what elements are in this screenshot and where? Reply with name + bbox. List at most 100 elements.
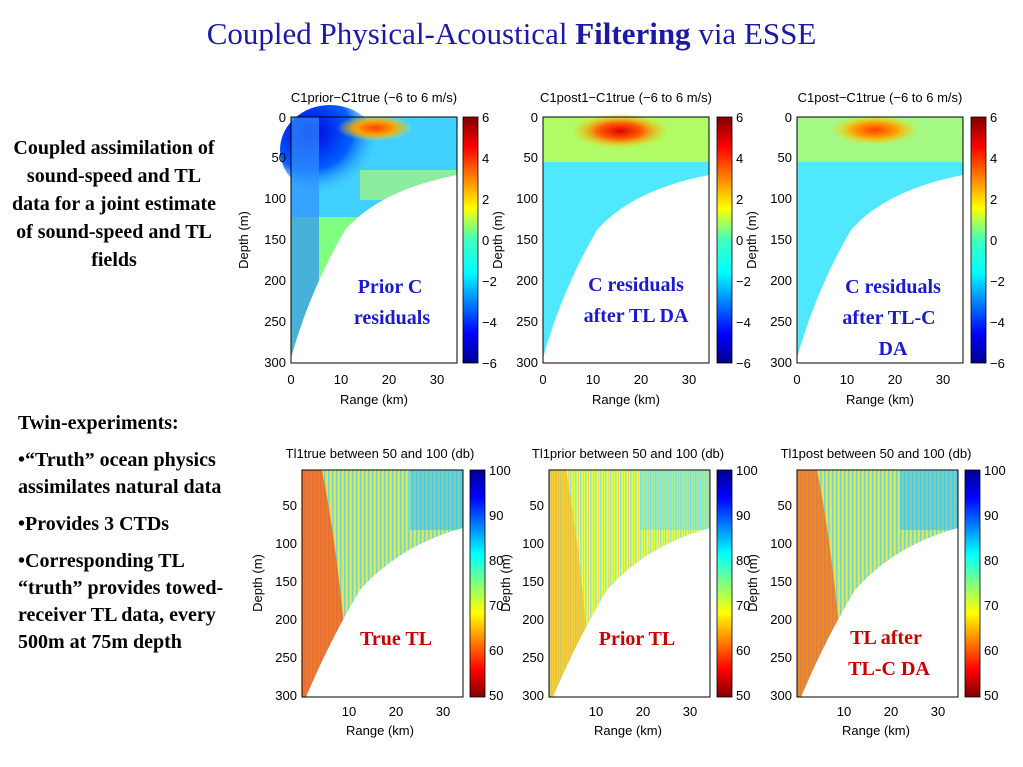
panel-1-plot-area bbox=[280, 105, 458, 364]
panel-4-frame bbox=[301, 469, 464, 698]
panel-2-cbtick: 4 bbox=[736, 151, 743, 166]
panel-3-ytick: 50 bbox=[778, 150, 792, 165]
panel-5-xticks: 10 20 30 bbox=[589, 704, 697, 719]
page-title: Coupled Physical-Acoustical Filtering vi… bbox=[0, 16, 1023, 52]
panel-4-yticks: 50 100 150 200 250 300 bbox=[275, 498, 297, 703]
panel-2-xtick: 20 bbox=[634, 372, 648, 387]
panel-5-colorbar bbox=[716, 469, 733, 698]
panel-1-xtick: 10 bbox=[334, 372, 348, 387]
panel-4-colorbar-ticks: 100 90 80 70 60 50 bbox=[489, 463, 511, 703]
panel-4-ytick: 250 bbox=[275, 650, 297, 665]
panel-5-ytick: 250 bbox=[522, 650, 544, 665]
panel-2-xtick: 10 bbox=[586, 372, 600, 387]
panel-5-ytick: 150 bbox=[522, 574, 544, 589]
panel-6-ytick: 200 bbox=[770, 612, 792, 627]
panel-5-xtick: 30 bbox=[683, 704, 697, 719]
panel-6-xticks: 10 20 30 bbox=[837, 704, 945, 719]
panel-5-ylabel: Depth (m) bbox=[745, 554, 760, 612]
panel-6-cbtick: 60 bbox=[984, 643, 998, 658]
panel-1-ytick: 50 bbox=[272, 150, 286, 165]
panel-3-xtick: 30 bbox=[936, 372, 950, 387]
panel-4-xtick: 30 bbox=[436, 704, 450, 719]
title-prefix: Coupled Physical-Acoustical bbox=[206, 16, 576, 51]
panel-true-tl: Tl1true between 50 and 100 (db) Depth (m… bbox=[250, 446, 513, 738]
panel-2-ytick: 200 bbox=[516, 273, 538, 288]
panel-3-cbtick: −2 bbox=[990, 274, 1005, 289]
panel-5-annotation: Prior TL bbox=[599, 628, 675, 650]
panel-2-annotation: C residuals after TL DA bbox=[584, 274, 689, 327]
panel-6-colorbar-ticks: 100 90 80 70 60 50 bbox=[984, 463, 1006, 703]
twin-heading: Twin-experiments: bbox=[18, 412, 179, 434]
panel-3-cbtick: 6 bbox=[990, 110, 997, 125]
panel-4-bathymetry-mask bbox=[302, 528, 463, 697]
panel-2-cbtick: −4 bbox=[736, 315, 751, 330]
panel-3-xticks: 0 10 20 30 bbox=[793, 372, 950, 387]
panel-2-xtick: 30 bbox=[682, 372, 696, 387]
panel-1-ytick: 100 bbox=[264, 191, 286, 206]
panel-3-ylabel: Depth (m) bbox=[744, 211, 759, 269]
panel-2-frame bbox=[542, 116, 710, 364]
panel-4-colorbar bbox=[469, 469, 486, 698]
panel-6-plot-area bbox=[796, 469, 959, 698]
panel-3-annotation: C residuals after TL-C DA bbox=[842, 276, 941, 360]
panel-3-ytick: 200 bbox=[770, 273, 792, 288]
panel-2-ytick: 250 bbox=[516, 314, 538, 329]
panel-c-residuals-after-tl-da: C1post1−C1true (−6 to 6 m/s) Depth (m) R… bbox=[490, 90, 751, 407]
left-description: Coupled assimilation of sound-speed and … bbox=[11, 137, 217, 271]
panel-4-xlabel: Range (km) bbox=[346, 723, 414, 738]
panel-1-ylabel: Depth (m) bbox=[236, 211, 251, 269]
panel-2-ylabel: Depth (m) bbox=[490, 211, 505, 269]
panel-5-far-field bbox=[640, 470, 710, 530]
panel-2-title: C1post1−C1true (−6 to 6 m/s) bbox=[540, 90, 712, 105]
panel-4-title: Tl1true between 50 and 100 (db) bbox=[286, 446, 475, 461]
panel-4-far-field bbox=[410, 470, 463, 530]
panel-6-bathymetry-mask bbox=[797, 528, 958, 697]
panel-3-bathymetry-mask bbox=[797, 175, 963, 363]
panel-6-cbtick: 70 bbox=[984, 598, 998, 613]
panel-3-cbtick: 2 bbox=[990, 192, 997, 207]
panel-2-ytick: 100 bbox=[516, 191, 538, 206]
panel-6-yticks: 50 100 150 200 250 300 bbox=[770, 498, 792, 703]
panel-3-xtick: 0 bbox=[793, 372, 800, 387]
panel-6-cbtick: 100 bbox=[984, 463, 1006, 478]
panel-5-plot-area bbox=[548, 469, 711, 698]
panel-3-xtick: 10 bbox=[840, 372, 854, 387]
twin-bullet-2: •Provides 3 CTDs bbox=[18, 513, 170, 535]
panel-4-xtick: 20 bbox=[389, 704, 403, 719]
panel-2-ytick: 150 bbox=[516, 232, 538, 247]
panel-1-title: C1prior−C1true (−6 to 6 m/s) bbox=[291, 90, 457, 105]
panel-2-cbtick: 6 bbox=[736, 110, 743, 125]
panel-6-cbtick: 90 bbox=[984, 508, 998, 523]
panel-1-ytick: 0 bbox=[279, 110, 286, 125]
panel-2-colorbar bbox=[716, 116, 733, 364]
panel-c-residuals-after-tl-c-da: C1post−C1true (−6 to 6 m/s) Depth (m) Ra… bbox=[744, 90, 1005, 407]
panel-1-xtick: 20 bbox=[382, 372, 396, 387]
panel-prior-c-residuals: C1prior−C1true (−6 to 6 m/s) Depth (m) R… bbox=[236, 90, 497, 407]
panel-2-colorbar-ticks: 6 4 2 0 −2 −4 −6 bbox=[736, 110, 751, 371]
panel-5-cbtick: 80 bbox=[736, 553, 750, 568]
panel-1-xtick: 0 bbox=[287, 372, 294, 387]
panel-6-ytick: 250 bbox=[770, 650, 792, 665]
panel-3-colorbar bbox=[970, 116, 987, 364]
panel-1-frame bbox=[290, 116, 458, 364]
panel-3-cbtick: 0 bbox=[990, 233, 997, 248]
panel-6-ytick: 100 bbox=[770, 536, 792, 551]
panel-2-plot-area bbox=[542, 113, 710, 364]
panel-1-xlabel: Range (km) bbox=[340, 392, 408, 407]
panel-1-ytick: 250 bbox=[264, 314, 286, 329]
panel-6-xlabel: Range (km) bbox=[842, 723, 910, 738]
panel-1-cbtick: 4 bbox=[482, 151, 489, 166]
panel-1-xticks: 0 10 20 30 bbox=[287, 372, 444, 387]
panel-3-ytick: 150 bbox=[770, 232, 792, 247]
panel-1-cbtick: 0 bbox=[482, 233, 489, 248]
panel-1-cbtick: −6 bbox=[482, 356, 497, 371]
panel-2-xticks: 0 10 20 30 bbox=[539, 372, 696, 387]
panel-4-cbtick: 70 bbox=[489, 598, 503, 613]
panel-5-cbtick: 70 bbox=[736, 598, 750, 613]
panel-5-cbtick: 60 bbox=[736, 643, 750, 658]
panel-4-ylabel: Depth (m) bbox=[250, 554, 265, 612]
panel-2-cbtick: −6 bbox=[736, 356, 751, 371]
panel-1-cbtick: 6 bbox=[482, 110, 489, 125]
panel-5-ytick: 100 bbox=[522, 536, 544, 551]
panel-2-cbtick: −2 bbox=[736, 274, 751, 289]
